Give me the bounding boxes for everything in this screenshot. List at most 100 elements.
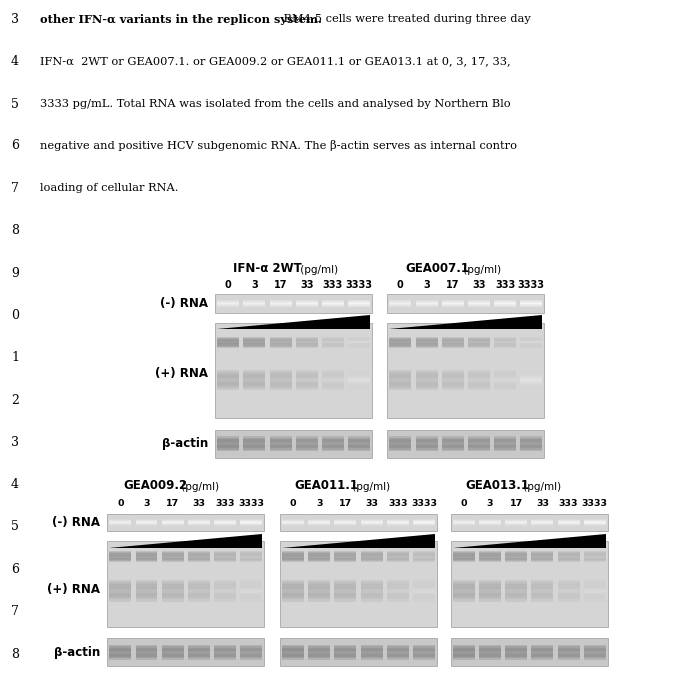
Polygon shape: [520, 302, 542, 305]
Polygon shape: [335, 649, 357, 655]
Polygon shape: [135, 646, 158, 658]
Polygon shape: [217, 315, 370, 329]
Polygon shape: [109, 519, 131, 526]
Text: 333: 333: [388, 499, 408, 508]
Polygon shape: [188, 580, 210, 601]
Polygon shape: [107, 541, 264, 627]
Polygon shape: [415, 443, 438, 445]
Polygon shape: [162, 521, 184, 525]
Text: 6: 6: [11, 563, 19, 575]
Polygon shape: [505, 586, 527, 595]
Polygon shape: [214, 519, 236, 525]
Text: 3333: 3333: [238, 499, 264, 508]
Polygon shape: [479, 556, 501, 558]
Polygon shape: [109, 552, 131, 560]
Polygon shape: [468, 378, 490, 382]
Polygon shape: [282, 551, 304, 562]
Polygon shape: [109, 521, 131, 523]
Polygon shape: [162, 647, 184, 657]
Polygon shape: [584, 588, 606, 593]
Polygon shape: [240, 519, 262, 526]
Polygon shape: [308, 551, 331, 562]
Polygon shape: [520, 378, 542, 382]
Polygon shape: [348, 374, 370, 386]
Polygon shape: [335, 580, 357, 601]
Polygon shape: [387, 430, 544, 458]
Polygon shape: [361, 584, 382, 597]
Polygon shape: [109, 588, 131, 593]
Polygon shape: [453, 580, 475, 601]
Polygon shape: [240, 521, 262, 523]
Polygon shape: [505, 551, 527, 562]
Text: GEA007.1: GEA007.1: [405, 262, 469, 275]
Polygon shape: [135, 551, 158, 562]
Polygon shape: [468, 336, 490, 348]
Polygon shape: [520, 336, 542, 348]
Text: (-) RNA: (-) RNA: [53, 516, 100, 529]
Polygon shape: [109, 647, 131, 657]
Polygon shape: [135, 580, 158, 601]
Polygon shape: [282, 647, 304, 657]
Polygon shape: [308, 582, 331, 599]
Polygon shape: [109, 551, 131, 562]
Polygon shape: [442, 376, 464, 384]
Polygon shape: [531, 588, 553, 593]
Polygon shape: [348, 338, 370, 347]
Polygon shape: [453, 646, 475, 658]
Polygon shape: [361, 645, 382, 660]
Polygon shape: [214, 521, 236, 525]
Polygon shape: [494, 372, 516, 388]
Polygon shape: [282, 651, 304, 653]
Polygon shape: [335, 582, 357, 599]
Polygon shape: [584, 647, 606, 657]
Polygon shape: [348, 439, 370, 449]
Polygon shape: [584, 651, 606, 653]
Polygon shape: [479, 586, 501, 595]
Polygon shape: [296, 339, 318, 346]
Polygon shape: [494, 443, 516, 445]
Polygon shape: [162, 519, 184, 525]
Polygon shape: [322, 341, 344, 343]
Polygon shape: [109, 556, 131, 558]
Text: 333: 333: [559, 499, 579, 508]
Polygon shape: [296, 302, 318, 305]
Polygon shape: [387, 588, 409, 593]
Polygon shape: [479, 580, 501, 601]
Polygon shape: [217, 376, 239, 384]
Polygon shape: [453, 551, 475, 562]
Polygon shape: [413, 556, 435, 558]
Polygon shape: [296, 441, 318, 447]
Polygon shape: [348, 336, 370, 348]
Polygon shape: [280, 541, 437, 627]
Polygon shape: [389, 441, 411, 447]
Polygon shape: [468, 339, 490, 346]
Polygon shape: [520, 438, 542, 450]
Polygon shape: [505, 521, 527, 523]
Polygon shape: [520, 339, 542, 346]
Polygon shape: [217, 340, 239, 345]
Polygon shape: [479, 645, 501, 660]
Polygon shape: [243, 341, 266, 343]
Polygon shape: [214, 651, 236, 653]
Polygon shape: [442, 378, 464, 382]
Text: 33: 33: [472, 280, 486, 290]
Polygon shape: [531, 651, 553, 653]
Polygon shape: [505, 588, 527, 593]
Polygon shape: [109, 521, 131, 525]
Polygon shape: [505, 651, 527, 653]
Polygon shape: [531, 580, 553, 601]
Polygon shape: [348, 301, 370, 306]
Polygon shape: [531, 551, 553, 562]
Polygon shape: [468, 340, 490, 345]
Polygon shape: [217, 301, 239, 306]
Polygon shape: [557, 521, 580, 523]
Polygon shape: [413, 521, 435, 525]
Polygon shape: [531, 552, 553, 560]
Text: other IFN-α variants in the replicon system.: other IFN-α variants in the replicon sys…: [40, 14, 322, 25]
Polygon shape: [282, 534, 435, 548]
Polygon shape: [217, 370, 239, 390]
Polygon shape: [415, 299, 438, 308]
Polygon shape: [387, 519, 409, 525]
Polygon shape: [494, 340, 516, 345]
Text: 0: 0: [290, 499, 296, 508]
